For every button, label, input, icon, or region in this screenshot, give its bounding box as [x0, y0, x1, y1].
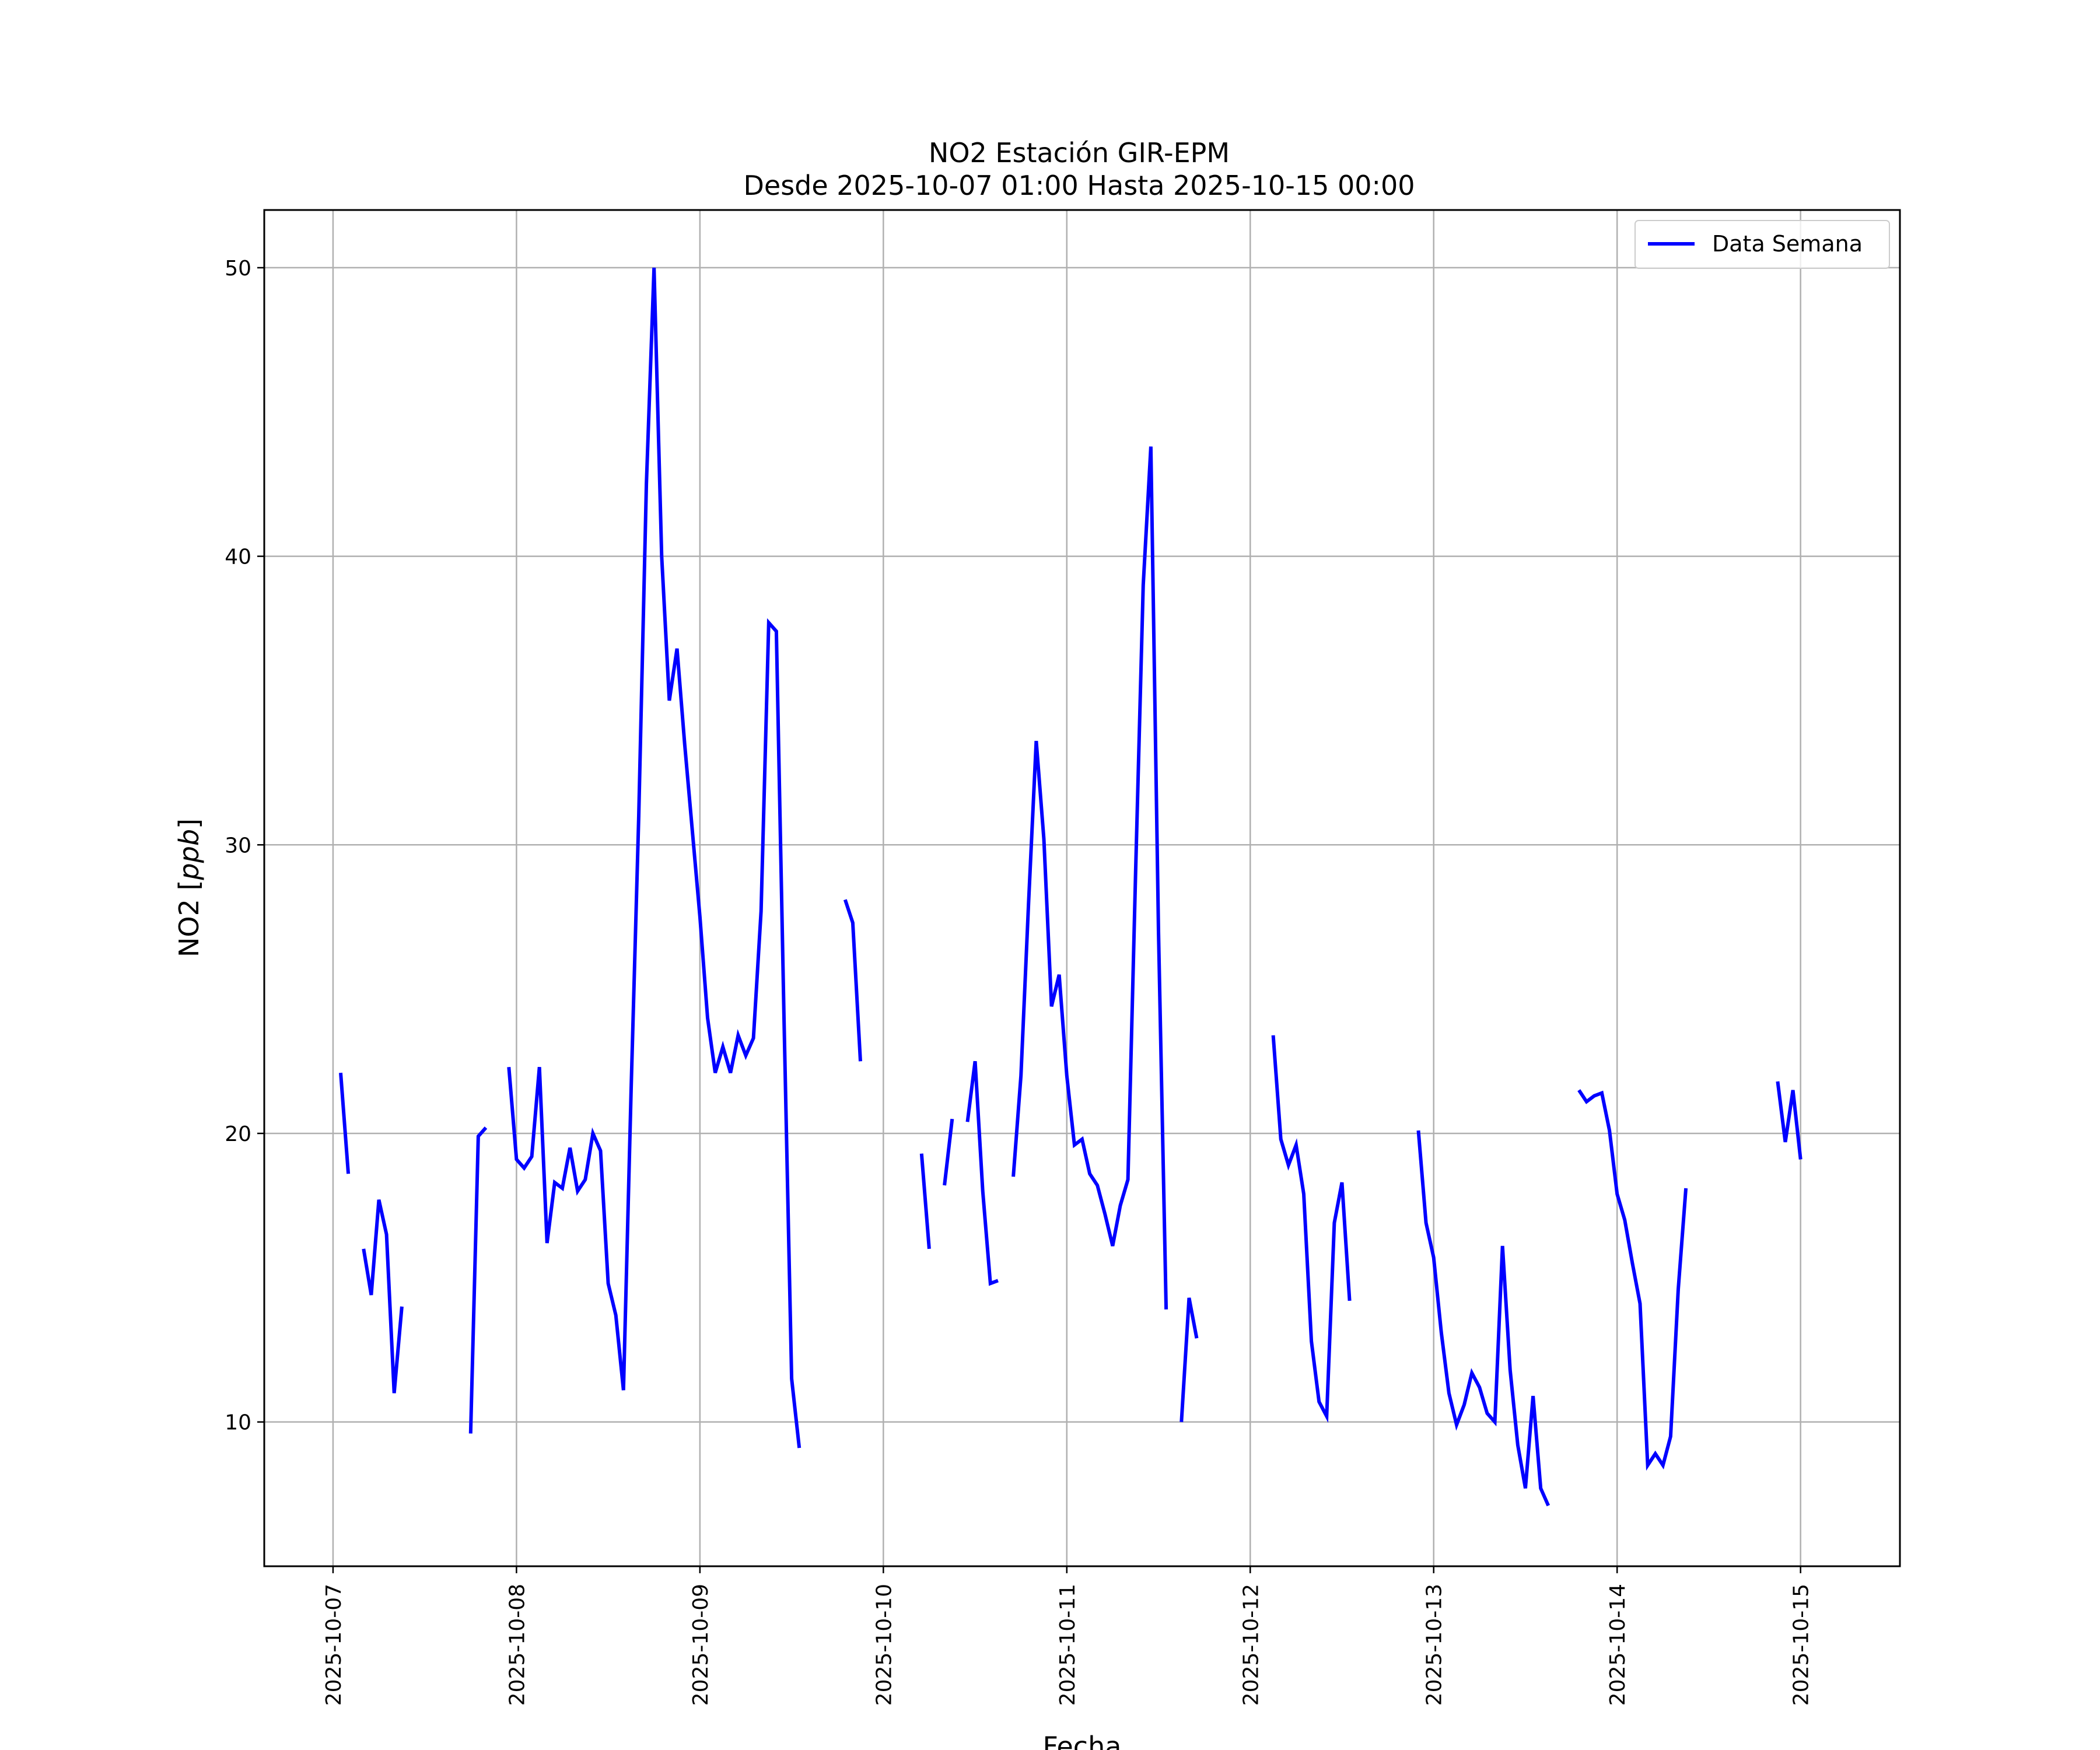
y-axis-label: NO2 [ppb]: [173, 818, 205, 957]
legend-box: [1634, 220, 1890, 269]
y-axis-label-prefix: NO2 [: [173, 880, 205, 957]
series-line-segment: [362, 1199, 404, 1394]
series-line-segment: [1416, 1130, 1550, 1507]
y-tick-label: 50: [225, 257, 251, 281]
x-tick-label: 2025-10-13: [1423, 1584, 1447, 1706]
x-tick-label: 2025-10-07: [322, 1584, 346, 1706]
series-line-segment: [339, 1072, 351, 1174]
y-tick-label: 40: [225, 545, 251, 569]
x-tick-label: 2025-10-09: [689, 1584, 713, 1706]
x-tick-label: 2025-10-14: [1606, 1584, 1630, 1706]
x-tick-label: 2025-10-15: [1790, 1584, 1814, 1706]
x-tick-label: 2025-10-08: [505, 1584, 529, 1706]
series-line-segment: [965, 1060, 999, 1286]
legend: Data Semana: [1634, 220, 1890, 269]
grid: [264, 210, 1900, 1566]
x-tick-label: 2025-10-11: [1056, 1584, 1080, 1706]
y-tick-label: 10: [225, 1411, 251, 1435]
series-line-segment: [1271, 1035, 1352, 1423]
plot-frame: [263, 209, 1901, 1567]
legend-label: Data Semana: [1712, 231, 1863, 257]
series-line-segment: [507, 267, 802, 1448]
series-line-segment: [468, 1126, 488, 1434]
series-line-segment: [1012, 446, 1168, 1310]
y-tick-label: 20: [225, 1122, 251, 1146]
y-axis: 10 20 30 40 50: [225, 257, 264, 1435]
x-tick-label: 2025-10-10: [872, 1584, 896, 1706]
y-axis-label-suffix: ]: [173, 818, 205, 829]
series-line-segment: [1180, 1297, 1199, 1422]
series-line-segment: [1776, 1081, 1803, 1160]
series-line-segment: [1577, 1089, 1688, 1471]
series-layer: [339, 267, 1803, 1507]
series-line-segment: [943, 1118, 954, 1186]
y-axis-label-unit: ppb: [173, 829, 205, 881]
series-line-segment: [843, 899, 862, 1062]
y-tick-label: 30: [225, 834, 251, 858]
x-tick-label: 2025-10-12: [1239, 1584, 1263, 1706]
series-line-segment: [919, 1153, 931, 1250]
x-axis-label: Fecha: [1043, 1731, 1122, 1750]
chart-title: NO2 Estación GIR-EPM: [929, 137, 1230, 169]
x-axis: 2025-10-07 2025-10-08 2025-10-09 2025-10-10…: [322, 1566, 1814, 1706]
chart-subtitle: Desde 2025-10-07 01:00 Hasta 2025-10-15 …: [743, 170, 1415, 201]
